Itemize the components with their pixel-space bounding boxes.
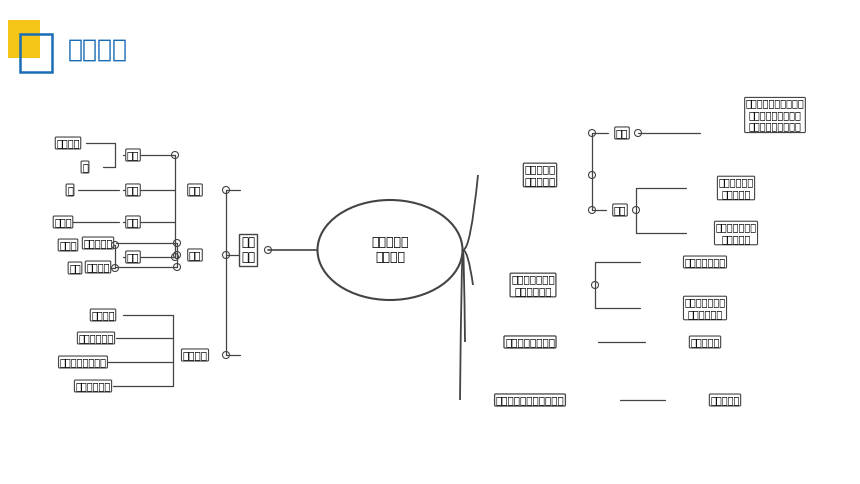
Text: 条件: 条件: [126, 185, 139, 195]
Text: 光: 光: [67, 185, 73, 195]
Text: 银边天竺葵: 银边天竺葵: [710, 395, 740, 405]
Text: 增产措施: 增产措施: [182, 350, 207, 360]
Text: 金鱼藻实验: 金鱼藻实验: [691, 337, 720, 347]
Text: 产物: 产物: [126, 252, 139, 262]
Text: 光合
作用: 光合 作用: [241, 236, 255, 264]
Text: 储存能量: 储存能量: [86, 262, 110, 272]
Text: 光合作用释放氧气: 光合作用释放氧气: [505, 337, 555, 347]
Text: 水: 水: [82, 162, 88, 172]
Text: 绿色植物的
光合作用: 绿色植物的 光合作用: [372, 236, 408, 264]
Text: 暗处理、遮光、光照、
取叶、加热、漂洗、
滴碘液、冲洗、观察: 暗处理、遮光、光照、 取叶、加热、漂洗、 滴碘液、冲洗、观察: [746, 98, 804, 132]
Text: 绿叶在光下
制造有机物: 绿叶在光下 制造有机物: [525, 164, 556, 186]
Text: 结论: 结论: [614, 205, 626, 215]
Text: 二氧化碳: 二氧化碳: [56, 138, 80, 148]
Text: 合理密植: 合理密植: [91, 310, 114, 320]
Text: 场所: 场所: [126, 217, 139, 227]
Text: 叶绿体: 叶绿体: [54, 217, 72, 227]
Ellipse shape: [317, 200, 463, 300]
Text: 概念: 概念: [188, 185, 201, 195]
Text: 普利斯特利实验: 普利斯特利实验: [685, 257, 726, 267]
Text: 原料: 原料: [126, 150, 139, 160]
Text: 过程: 过程: [616, 128, 629, 138]
Text: 用氢氧化钠和清
水做对照实验: 用氢氧化钠和清 水做对照实验: [685, 297, 726, 319]
Text: 光合作用将二氧
化碳作为原料: 光合作用将二氧 化碳作为原料: [511, 274, 555, 296]
Text: 增加二氧化碳浓度: 增加二氧化碳浓度: [59, 357, 107, 367]
Text: 实质: 实质: [188, 250, 201, 260]
Text: 有机物: 有机物: [59, 240, 77, 250]
Text: 延长光照时间: 延长光照时间: [78, 333, 114, 343]
Text: 思维导图: 思维导图: [68, 38, 128, 62]
Text: 氧气: 氧气: [69, 263, 81, 273]
FancyBboxPatch shape: [8, 20, 40, 58]
Text: 光合作用的场所是叶绿体: 光合作用的场所是叶绿体: [495, 395, 564, 405]
Text: 光合作用产生了
有机物淀粉: 光合作用产生了 有机物淀粉: [716, 222, 757, 244]
Text: 制造有机物: 制造有机物: [83, 238, 113, 248]
Text: 光是光合作用
的必要条件: 光是光合作用 的必要条件: [718, 177, 753, 199]
Text: 增大昼夜温差: 增大昼夜温差: [76, 381, 111, 391]
